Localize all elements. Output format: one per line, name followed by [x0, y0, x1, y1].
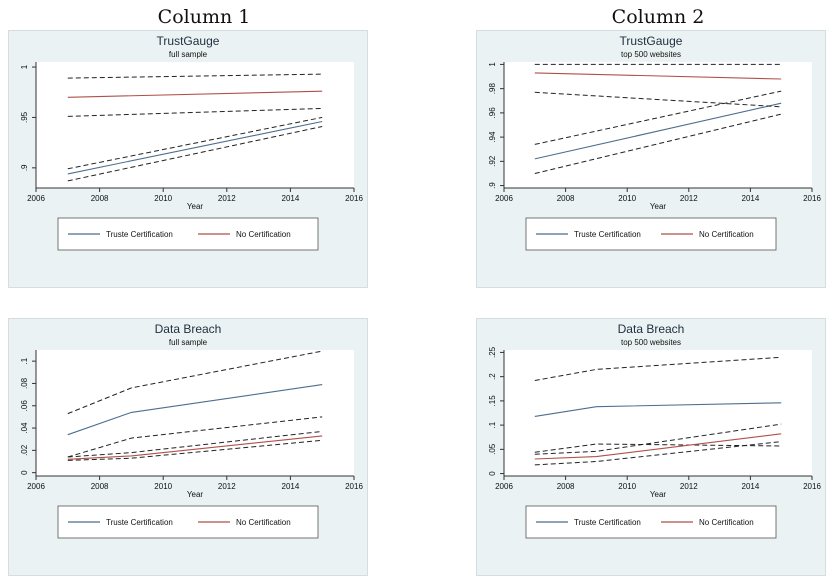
y-tick-label: .9 [20, 164, 29, 171]
y-tick-label: 1 [20, 64, 29, 69]
x-tick-label: 2008 [557, 194, 575, 203]
y-tick-label: .95 [20, 111, 29, 123]
series-line [67, 120, 323, 175]
legend-box [57, 217, 319, 251]
y-tick-label: .92 [488, 155, 497, 167]
plot-area [504, 62, 812, 188]
series-line [534, 402, 782, 417]
chart-subtitle: full sample [169, 338, 208, 347]
legend-label: No Certification [699, 518, 754, 527]
column-title-2: Column 2 [611, 6, 705, 28]
confidence-band-line [67, 416, 323, 458]
x-tick-label: 2010 [154, 194, 172, 203]
legend-label: Truste Certification [574, 518, 641, 527]
x-tick-label: 2010 [154, 482, 172, 491]
confidence-band-line [534, 113, 782, 174]
y-tick-label: 1 [488, 62, 497, 67]
chart-panel-1: TrustGauge full sample .9 .95 1 2006 2008 2010 2… [8, 30, 368, 288]
confidence-band-line [67, 107, 323, 117]
x-tick-label: 2012 [218, 194, 236, 203]
x-tick-label: 2006 [27, 482, 45, 491]
y-tick-label: .2 [488, 373, 497, 380]
x-tick-label: 2012 [680, 194, 698, 203]
y-tick-label: .9 [488, 182, 497, 189]
legend-label: Truste Certification [574, 230, 641, 239]
x-tick-label: 2016 [803, 194, 821, 203]
y-tick-label: .05 [488, 443, 497, 455]
x-tick-label: 2014 [282, 482, 300, 491]
x-tick-label: 2010 [618, 482, 636, 491]
series-line [534, 433, 782, 460]
x-tick-label: 2006 [27, 194, 45, 203]
series-line [67, 435, 323, 460]
chart-panel-3: Data Breach full sample 0 .02 .04 .06 .08 .1 200… [8, 318, 368, 576]
chart-panel-2: TrustGauge top 500 websites .9 .92 .94 .96 .98… [476, 30, 826, 288]
y-tick-label: .06 [20, 400, 29, 412]
confidence-band-line [534, 423, 782, 455]
series-line [67, 384, 323, 436]
chart-title: Data Breach [155, 322, 222, 336]
x-tick-label: 2014 [282, 194, 300, 203]
chart-title: Data Breach [618, 322, 685, 336]
y-tick-label: .15 [488, 395, 497, 407]
x-tick-label: 2008 [91, 194, 109, 203]
x-tick-label: 2008 [557, 482, 575, 491]
confidence-band-line [534, 443, 782, 453]
y-tick-label: 0 [488, 471, 497, 476]
chart-title: TrustGauge [157, 34, 220, 48]
confidence-band-line [534, 356, 782, 381]
x-axis-label: Year [650, 202, 667, 211]
legend-label: No Certification [236, 230, 291, 239]
confidence-band-line [534, 91, 782, 108]
confidence-band-line [534, 441, 782, 466]
column-title-1: Column 1 [157, 6, 251, 28]
x-tick-label: 2016 [345, 194, 363, 203]
confidence-band-line [67, 116, 323, 170]
plot-area [36, 350, 354, 476]
x-tick-label: 2016 [345, 482, 363, 491]
x-tick-label: 2010 [618, 194, 636, 203]
y-tick-label: .1 [20, 357, 29, 364]
series-line [534, 102, 782, 160]
confidence-band-line [67, 350, 323, 415]
x-tick-label: 2008 [91, 482, 109, 491]
plot-area [36, 62, 354, 188]
x-tick-label: 2016 [803, 482, 821, 491]
confidence-band-line [534, 90, 782, 145]
chart-panel-4: Data Breach top 500 websites 0 .05 .1 .15 .2 .2… [476, 318, 826, 576]
series-line [67, 90, 323, 98]
y-tick-label: .04 [20, 422, 29, 434]
x-tick-label: 2006 [495, 194, 513, 203]
legend-label: Truste Certification [106, 230, 173, 239]
chart-title: TrustGauge [620, 34, 683, 48]
chart-subtitle: full sample [169, 50, 208, 59]
x-tick-label: 2006 [495, 482, 513, 491]
legend-label: No Certification [699, 230, 754, 239]
x-tick-label: 2014 [742, 482, 760, 491]
y-tick-label: 0 [20, 470, 29, 475]
y-tick-label: .94 [488, 131, 497, 143]
legend-label: No Certification [236, 518, 291, 527]
x-tick-label: 2012 [680, 482, 698, 491]
x-tick-label: 2014 [742, 194, 760, 203]
y-tick-label: .25 [488, 346, 497, 358]
confidence-band-line [67, 73, 323, 79]
x-axis-label: Year [187, 490, 204, 499]
chart-subtitle: top 500 websites [621, 338, 681, 347]
plot-area [504, 350, 812, 476]
x-axis-label: Year [650, 490, 667, 499]
chart-subtitle: top 500 websites [621, 50, 681, 59]
y-tick-label: .02 [20, 444, 29, 456]
legend-label: Truste Certification [106, 518, 173, 527]
x-tick-label: 2012 [218, 482, 236, 491]
y-tick-label: .08 [20, 377, 29, 389]
y-tick-label: .1 [488, 421, 497, 428]
y-tick-label: .98 [488, 83, 497, 95]
legend-box [57, 505, 319, 539]
series-line [534, 72, 782, 80]
x-axis-label: Year [187, 202, 204, 211]
confidence-band-line [67, 126, 323, 182]
y-tick-label: .96 [488, 107, 497, 119]
